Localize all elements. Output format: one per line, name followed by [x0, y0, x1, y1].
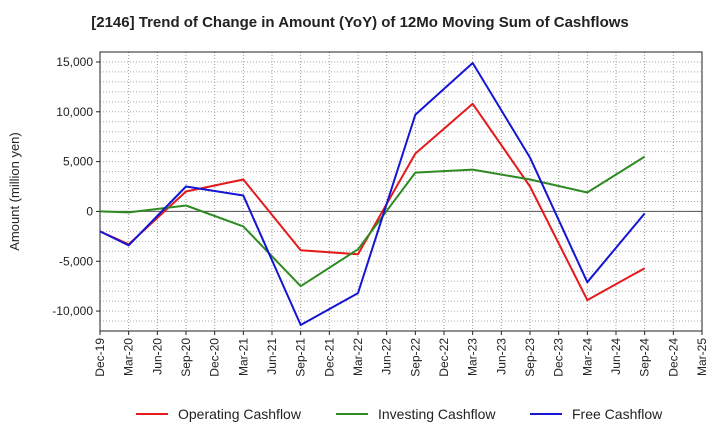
x-tick-label: Jun-21 — [265, 338, 279, 375]
y-tick-label: -5,000 — [59, 254, 93, 268]
y-axis-ticks: 15,000 10,000 5,000 0 -5,000 -10,000 — [52, 55, 100, 318]
y-tick-label: 15,000 — [56, 55, 93, 69]
x-tick-label: Dec-22 — [437, 338, 451, 377]
x-tick-label: Jun-22 — [380, 338, 394, 375]
x-tick-label: Jun-23 — [494, 338, 508, 375]
y-tick-label: 0 — [86, 204, 93, 218]
y-tick-label: -10,000 — [52, 304, 93, 318]
legend-label: Investing Cashflow — [378, 406, 496, 422]
chart-title: [2146] Trend of Change in Amount (YoY) o… — [91, 14, 629, 31]
series-line-free-cashflow — [99, 62, 646, 326]
plot-frame — [99, 51, 703, 332]
x-tick-label: Mar-23 — [466, 338, 480, 376]
x-tick-label: Sep-22 — [408, 338, 422, 377]
x-tick-label: Dec-19 — [93, 338, 107, 377]
x-tick-label: Mar-24 — [580, 338, 594, 376]
x-tick-label: Dec-21 — [322, 338, 336, 377]
x-tick-label: Sep-21 — [294, 338, 308, 377]
legend-label: Free Cashflow — [572, 406, 663, 422]
series-lines — [99, 62, 646, 326]
series-line-operating-cashflow — [99, 102, 646, 302]
x-tick-label: Jun-24 — [609, 338, 623, 375]
x-tick-label: Dec-24 — [666, 338, 680, 377]
x-tick-label: Jun-20 — [150, 338, 164, 375]
x-tick-label: Mar-25 — [695, 338, 709, 376]
x-tick-label: Dec-23 — [552, 338, 566, 377]
x-tick-label: Mar-20 — [122, 338, 136, 376]
x-tick-label: Dec-20 — [208, 338, 222, 377]
x-tick-label: Mar-22 — [351, 338, 365, 376]
x-tick-label: Mar-21 — [236, 338, 250, 376]
x-tick-label: Sep-20 — [179, 338, 193, 377]
x-tick-label: Sep-24 — [638, 338, 652, 377]
y-tick-label: 5,000 — [63, 155, 93, 169]
y-tick-label: 10,000 — [56, 105, 93, 119]
x-tick-label: Sep-23 — [523, 338, 537, 377]
x-axis-ticks: Dec-19 Mar-20 Jun-20 Sep-20 Dec-20 Mar-21 Jun-… — [93, 331, 709, 377]
legend-label: Operating Cashflow — [178, 406, 302, 422]
y-axis-title: Amount (million yen) — [7, 132, 22, 251]
legend: Operating Cashflow Investing Cashflow Free… — [136, 406, 663, 422]
series-line-investing-cashflow — [99, 155, 646, 288]
